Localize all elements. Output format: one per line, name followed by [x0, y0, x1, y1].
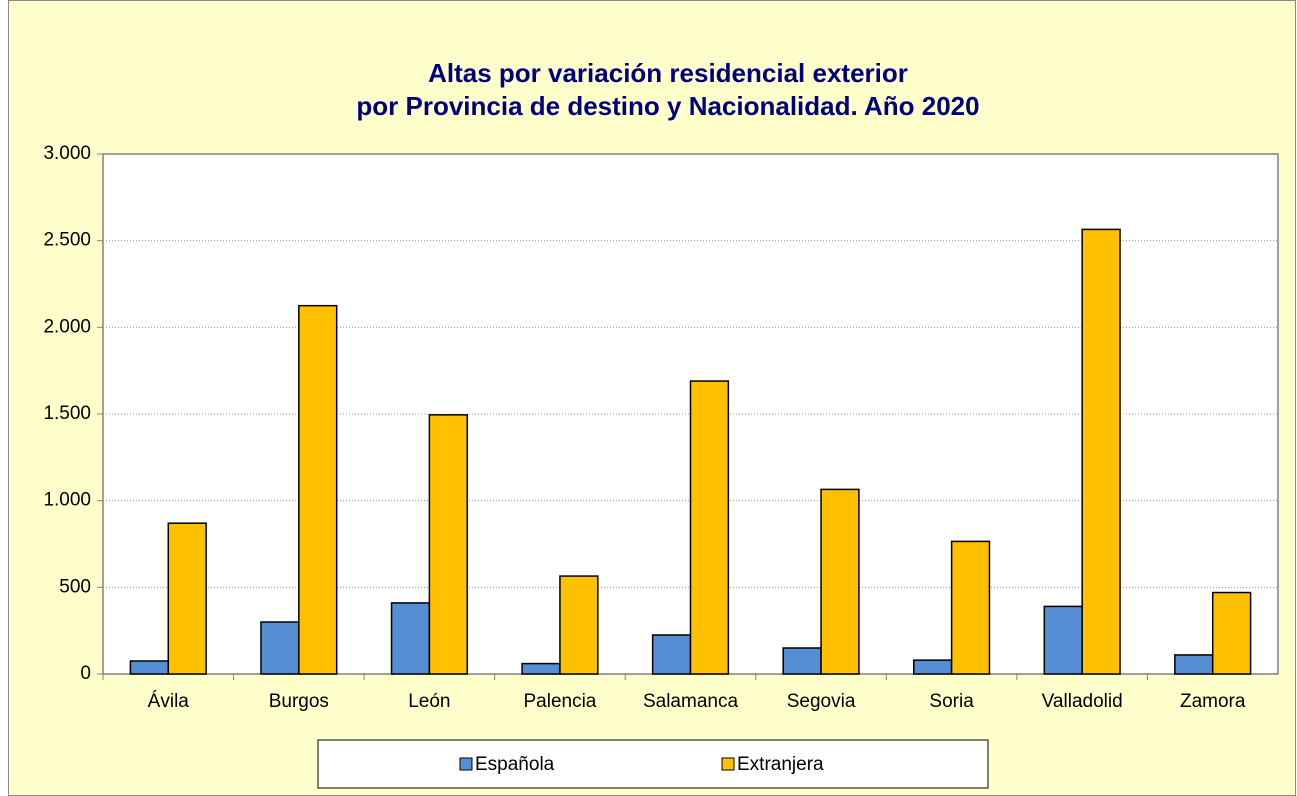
x-tick-label: Burgos [269, 691, 329, 712]
bar [298, 304, 338, 675]
x-tick-label: Valladolid [1042, 691, 1123, 712]
bar [689, 380, 730, 675]
legend-swatch [721, 757, 735, 771]
bar [390, 602, 431, 675]
y-tick-label: 2.000 [43, 316, 91, 337]
chart-title: por Provincia de destino y Nacionalidad.… [356, 91, 979, 121]
chart-title: Altas por variación residencial exterior [428, 58, 908, 88]
legend-label: Española [475, 754, 555, 775]
y-tick-label: 0 [80, 663, 91, 684]
x-tick-label: Zamora [1180, 691, 1246, 712]
x-tick-label: Soria [929, 691, 974, 712]
x-tick-label: León [408, 691, 450, 712]
x-tick-label: Palencia [523, 691, 596, 712]
x-tick-label: Segovia [787, 691, 856, 712]
bar [1174, 654, 1214, 675]
y-tick-label: 3.000 [43, 143, 91, 164]
y-tick-label: 500 [59, 576, 91, 597]
legend-label: Extranjera [737, 754, 824, 775]
bar [260, 621, 300, 675]
bar [559, 575, 599, 675]
bar [167, 522, 207, 675]
bar [782, 647, 822, 675]
bar [913, 659, 953, 675]
y-tick-label: 2.500 [43, 230, 91, 251]
legend-swatch [459, 757, 473, 771]
bar [820, 488, 860, 675]
x-tick-label: Ávila [148, 691, 190, 712]
bar [129, 660, 170, 675]
y-tick-label: 1.000 [43, 490, 91, 511]
y-tick-label: 1.500 [43, 403, 91, 424]
bar [1081, 228, 1121, 675]
bar [651, 634, 692, 675]
bar [428, 414, 468, 675]
bar [1211, 591, 1252, 675]
legend-box [317, 739, 989, 789]
bar [950, 540, 991, 675]
x-tick-label: Salamanca [643, 691, 738, 712]
bar [521, 662, 561, 675]
bar [1043, 605, 1083, 675]
